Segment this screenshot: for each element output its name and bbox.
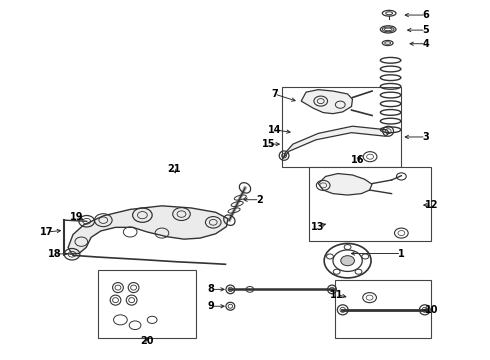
Text: 7: 7 <box>271 89 278 99</box>
Bar <box>98 270 196 338</box>
Polygon shape <box>301 90 352 114</box>
Text: 15: 15 <box>262 139 275 149</box>
Text: 5: 5 <box>422 25 429 35</box>
Text: 18: 18 <box>48 249 61 259</box>
Circle shape <box>341 256 354 266</box>
Polygon shape <box>68 206 228 253</box>
Text: 14: 14 <box>268 125 281 135</box>
Text: 6: 6 <box>422 10 429 20</box>
Bar <box>335 280 431 338</box>
Text: 21: 21 <box>168 164 181 174</box>
Text: 3: 3 <box>422 132 429 142</box>
Polygon shape <box>318 174 372 195</box>
Text: 20: 20 <box>141 336 154 346</box>
Text: 4: 4 <box>422 39 429 49</box>
Text: 16: 16 <box>351 155 364 165</box>
Bar <box>309 167 431 241</box>
Text: 8: 8 <box>207 284 214 294</box>
Text: 1: 1 <box>398 248 405 258</box>
Text: 12: 12 <box>425 200 439 210</box>
Text: 9: 9 <box>207 301 214 311</box>
Polygon shape <box>283 126 389 158</box>
Text: 17: 17 <box>40 227 54 237</box>
Bar <box>282 87 401 167</box>
Text: 11: 11 <box>330 290 343 300</box>
Text: 10: 10 <box>425 305 439 315</box>
Text: 19: 19 <box>70 212 83 221</box>
Text: 13: 13 <box>311 222 324 231</box>
Text: 2: 2 <box>256 195 263 205</box>
